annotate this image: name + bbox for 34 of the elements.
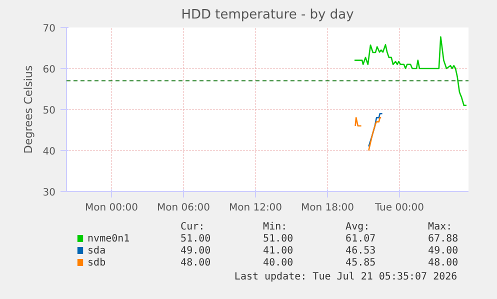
line-series [368, 112, 383, 148]
text: 61.07 [346, 234, 376, 244]
text: 67.88 [428, 234, 458, 244]
text: 48.00 [180, 258, 211, 268]
legend-label: sdb [88, 258, 106, 268]
text: 48.00 [428, 258, 458, 268]
x-tick-label: Mon 12:00 [228, 202, 282, 214]
text: Cur: [180, 222, 205, 232]
y-tick-label: 30 [42, 188, 56, 198]
text: 41.00 [263, 246, 294, 256]
text: Avg: [346, 222, 370, 232]
text: 49.00 [180, 246, 211, 256]
text: 40.00 [263, 258, 294, 268]
text: 49.00 [428, 246, 458, 256]
line-series [354, 36, 468, 106]
text: 51.00 [180, 234, 211, 244]
legend-label: nvme0n1 [88, 234, 130, 244]
y-tick-label: 70 [42, 24, 56, 34]
text: 51.00 [263, 234, 294, 244]
x-tick-label: Tue 00:00 [374, 202, 424, 214]
x-tick-label: Mon 00:00 [84, 202, 138, 214]
text: Max: [428, 222, 452, 232]
y-tick-label: 60 [42, 64, 56, 76]
text: 45.85 [346, 258, 376, 268]
chart-title: HDD temperature - by day [181, 8, 354, 22]
x-tick-label: Mon 06:00 [156, 202, 210, 214]
y-tick-label: 50 [42, 106, 56, 116]
y-tick-label: 40 [42, 146, 56, 158]
text: Min: [263, 222, 288, 232]
text: 46.53 [346, 246, 376, 256]
x-tick-label: Mon 18:00 [300, 202, 354, 214]
legend-label: sda [88, 246, 106, 256]
y-axis-title: Degrees Celsius [22, 65, 35, 154]
text: Last update: Tue Jul 21 05:35:07 2026 [234, 272, 458, 282]
